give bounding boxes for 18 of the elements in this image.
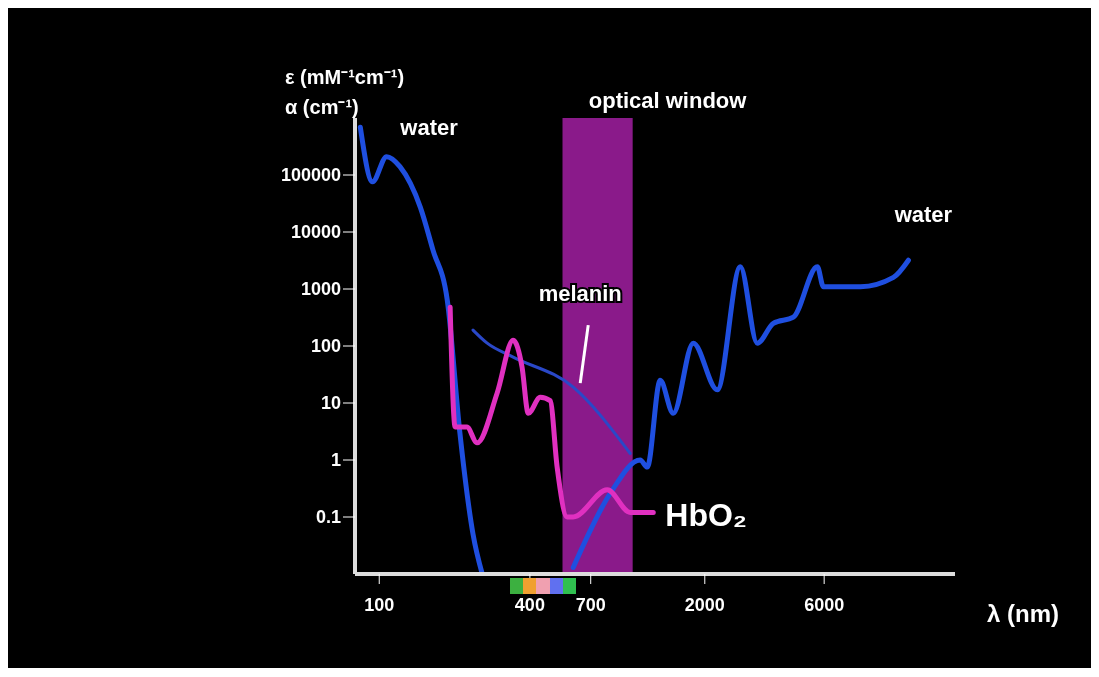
y-tick-label: 10000 <box>290 222 341 243</box>
series-label: HbO₂ <box>665 497 748 534</box>
y-axis-title: ε (mM⁻¹cm⁻¹) α (cm⁻¹) <box>285 65 405 118</box>
y-tick-label: 0.1 <box>315 507 341 528</box>
x-tick-label: 100 <box>364 594 395 615</box>
series-label: water <box>893 202 953 228</box>
x-axis-title: λ (nm) <box>987 600 1059 628</box>
y-tick-label: 100000 <box>280 165 341 186</box>
y-tick-label: 1 <box>330 450 341 471</box>
x-tick-label: 700 <box>575 594 606 615</box>
y-tick-label: 10 <box>320 393 341 414</box>
x-tick-label: 6000 <box>804 594 845 615</box>
band-label: optical window <box>588 88 748 113</box>
y-tick-label: 1000 <box>300 279 341 300</box>
x-tick-label: 2000 <box>684 594 725 615</box>
series-label: water <box>399 115 459 141</box>
x-tick-label: 400 <box>514 594 545 615</box>
y-tick-label: 100 <box>310 336 341 357</box>
